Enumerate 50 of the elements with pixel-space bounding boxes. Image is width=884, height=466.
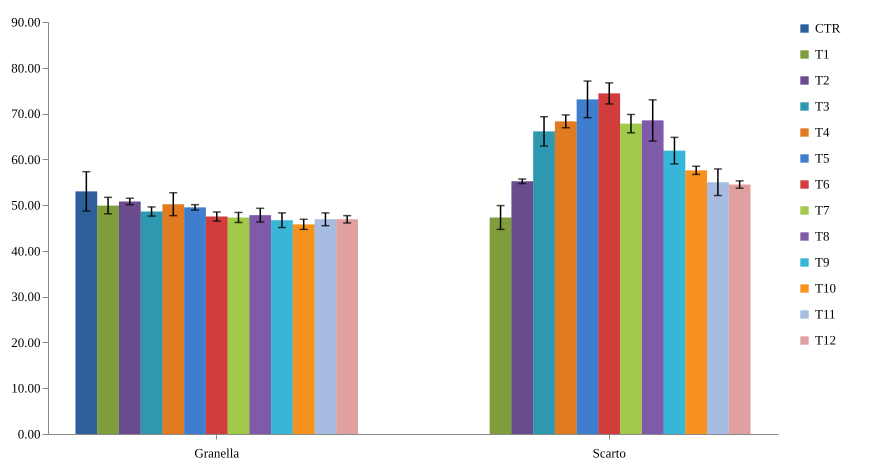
bar (685, 170, 708, 434)
legend-label: CTR (815, 20, 841, 36)
legend-label: T2 (815, 72, 830, 88)
y-tick-label: 40.00 (11, 243, 40, 258)
bar (533, 131, 555, 434)
x-tick-label: Granella (194, 446, 240, 460)
bar (664, 150, 686, 434)
y-tick-label: 70.00 (11, 106, 40, 122)
bar (140, 212, 162, 434)
bar (554, 121, 577, 434)
y-tick-label: 20.00 (11, 334, 40, 350)
y-tick-label: 50.00 (11, 198, 40, 213)
y-tick-label: 80.00 (11, 60, 40, 76)
bar (75, 191, 98, 434)
y-tick-label: 10.00 (11, 380, 40, 396)
bar (162, 204, 184, 434)
legend-label: T4 (815, 124, 830, 140)
bar (314, 219, 336, 434)
y-tick-label: 30.00 (11, 289, 40, 304)
bar (336, 219, 358, 434)
bar (206, 216, 228, 434)
bar (511, 181, 534, 434)
y-tick-label: 90.00 (11, 14, 40, 30)
x-tick-label: Scarto (592, 446, 626, 460)
bar (97, 206, 119, 434)
bar (292, 224, 315, 434)
legend-label: T12 (815, 332, 836, 348)
bar (490, 217, 512, 434)
bar (271, 220, 293, 434)
bar (249, 215, 272, 434)
legend-label: T3 (815, 98, 830, 114)
bar (598, 93, 620, 434)
legend-label: T1 (815, 46, 830, 62)
y-tick-label: 60.00 (11, 152, 40, 167)
legend-label: T7 (815, 202, 830, 218)
legend-label: T8 (815, 228, 830, 244)
legend-label: T9 (815, 254, 830, 270)
bar (228, 217, 250, 434)
bar (118, 201, 141, 434)
legend-label: T10 (815, 280, 836, 296)
bar (707, 182, 729, 434)
legend-label: T6 (815, 176, 830, 192)
bar (620, 124, 642, 434)
legend-label: T11 (815, 306, 836, 322)
bar (184, 207, 206, 434)
bar (728, 184, 751, 434)
bar (642, 120, 664, 434)
legend-label: T5 (815, 150, 830, 166)
y-tick-label: 0.00 (18, 426, 40, 442)
bar (576, 99, 598, 434)
